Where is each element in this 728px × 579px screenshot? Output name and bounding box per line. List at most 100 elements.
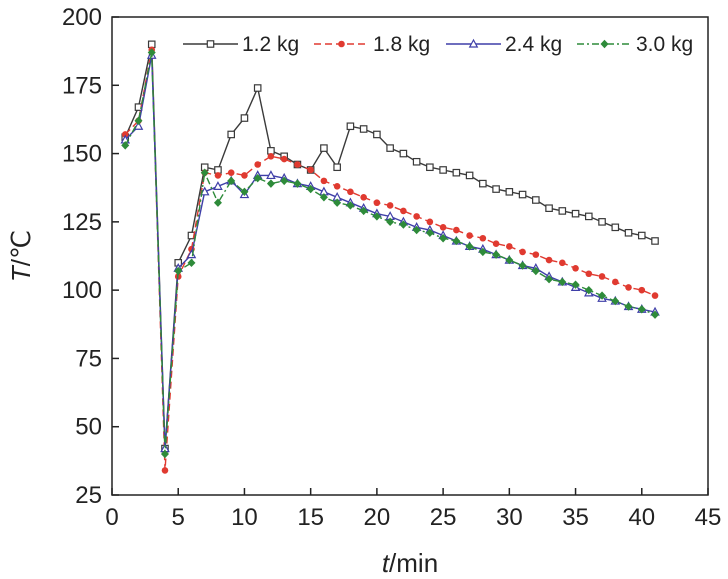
data-point — [584, 212, 593, 221]
data-point — [426, 218, 434, 226]
y-tick-label: 50 — [75, 414, 102, 441]
data-point — [572, 264, 579, 272]
data-point — [651, 310, 660, 319]
data-point — [121, 131, 129, 138]
data-point — [359, 206, 368, 216]
legend-marker — [338, 40, 345, 48]
legend-marker — [206, 40, 215, 48]
series-1.2-kg — [121, 40, 659, 453]
data-point — [413, 213, 420, 220]
data-point — [638, 286, 646, 294]
data-point — [267, 153, 275, 160]
data-point — [624, 228, 633, 237]
data-point — [637, 305, 646, 314]
data-point — [466, 232, 473, 239]
data-point — [506, 243, 513, 250]
data-point — [651, 292, 659, 299]
data-point — [412, 157, 421, 166]
data-point — [452, 236, 461, 246]
y-tick-label: 175 — [62, 72, 102, 99]
data-point — [532, 196, 540, 204]
data-point — [465, 171, 474, 180]
data-point — [319, 193, 328, 202]
data-point — [531, 266, 540, 276]
data-point — [453, 226, 460, 234]
legend-label: 2.4 kg — [505, 33, 562, 56]
data-point — [333, 163, 341, 172]
data-point — [294, 161, 301, 168]
data-point — [439, 224, 447, 231]
plot-marks — [120, 40, 660, 474]
data-point — [386, 144, 394, 152]
data-point — [293, 179, 302, 188]
series-line — [124, 52, 656, 455]
data-point — [227, 130, 236, 139]
data-point — [545, 275, 554, 284]
x-tick-label: 45 — [695, 504, 722, 531]
data-point — [479, 179, 487, 188]
data-point — [400, 207, 407, 215]
x-tick-label: 5 — [172, 504, 185, 531]
legend-label: 1.2 kg — [242, 33, 299, 56]
legend-entry: 1.2 kg — [183, 33, 299, 56]
x-tick-label: 25 — [430, 504, 457, 531]
data-point — [532, 251, 540, 258]
data-point — [559, 259, 566, 267]
data-point — [518, 261, 527, 270]
data-point — [492, 250, 501, 259]
y-tick-label: 25 — [75, 482, 102, 509]
data-point — [253, 84, 262, 92]
x-tick-label: 10 — [231, 504, 258, 531]
data-point — [399, 149, 408, 158]
data-point — [585, 270, 593, 278]
data-point — [213, 198, 222, 207]
legend-entry: 2.4 kg — [446, 33, 562, 56]
data-point — [439, 166, 447, 174]
data-point — [478, 247, 487, 257]
series-line — [124, 44, 656, 449]
x-tick-label: 40 — [628, 504, 655, 531]
data-point — [347, 188, 354, 196]
plot-frame — [111, 16, 709, 496]
data-point — [637, 231, 646, 240]
data-point — [372, 212, 381, 221]
data-point — [227, 176, 236, 186]
data-point — [254, 161, 261, 168]
data-point — [386, 202, 394, 209]
legend-label: 3.0 kg — [636, 33, 693, 56]
x-tick-label: 35 — [562, 504, 589, 531]
x-tick-label: 15 — [297, 504, 324, 531]
series-2.4-kg — [120, 49, 660, 453]
legend-entry: 1.8 kg — [314, 33, 430, 56]
data-point — [439, 234, 448, 243]
data-point — [359, 125, 368, 133]
data-point — [200, 168, 209, 177]
data-point — [133, 120, 144, 130]
data-point — [147, 48, 156, 57]
data-point — [280, 176, 289, 186]
data-point — [611, 223, 620, 232]
y-tick-label: 75 — [75, 345, 102, 372]
data-point — [624, 302, 633, 311]
data-point — [465, 242, 474, 251]
x-axis-title: t/min — [382, 548, 438, 578]
data-point — [452, 168, 461, 177]
data-point — [373, 199, 381, 207]
data-point — [253, 173, 262, 183]
data-point — [121, 141, 130, 150]
data-point — [134, 116, 143, 125]
data-point — [545, 256, 553, 264]
data-point — [505, 255, 514, 265]
data-point — [651, 237, 659, 245]
legend-label: 1.8 kg — [373, 33, 430, 56]
data-point — [187, 231, 196, 240]
data-point — [346, 122, 355, 131]
legend-entry: 3.0 kg — [577, 33, 693, 56]
data-point — [598, 273, 606, 280]
data-point — [479, 234, 487, 242]
data-point — [241, 172, 248, 179]
data-point — [199, 186, 210, 196]
data-point — [333, 198, 342, 207]
data-point — [412, 225, 421, 235]
